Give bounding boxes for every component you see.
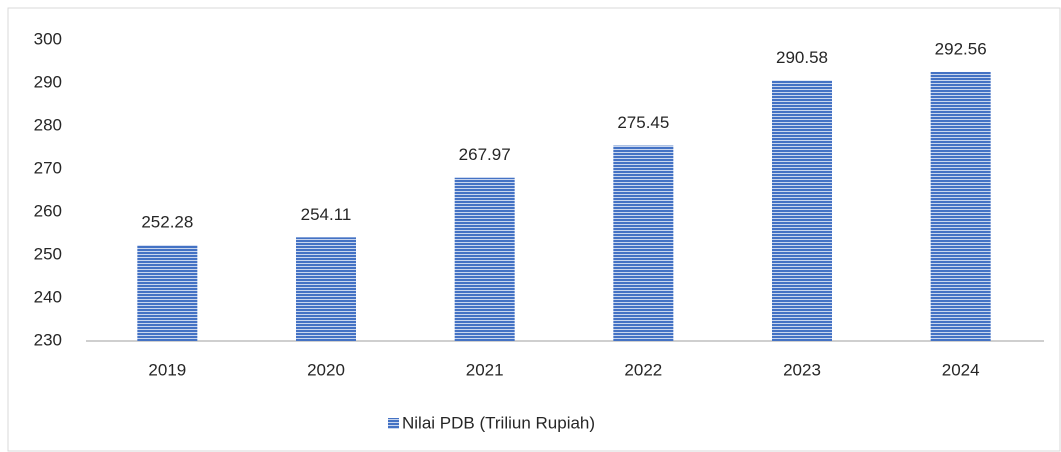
y-tick-label: 240 (34, 287, 62, 306)
legend-label: Nilai PDB (Triliun Rupiah) (402, 413, 595, 432)
bar (454, 177, 515, 341)
data-label: 292.56 (935, 39, 987, 58)
bar (137, 245, 198, 341)
y-tick-label: 250 (34, 244, 62, 263)
data-label: 267.97 (459, 145, 511, 164)
legend-swatch (388, 418, 399, 429)
bar (930, 71, 991, 341)
bar (613, 145, 674, 341)
x-tick-label: 2021 (466, 360, 504, 379)
y-tick-label: 230 (34, 330, 62, 349)
y-tick-label: 300 (34, 29, 62, 48)
y-tick-label: 270 (34, 158, 62, 177)
y-tick-label: 290 (34, 72, 62, 91)
data-label: 252.28 (141, 213, 193, 232)
x-tick-label: 2019 (148, 360, 186, 379)
chart-border (7, 7, 1061, 452)
x-tick-label: 2024 (942, 360, 980, 379)
data-label: 254.11 (301, 205, 352, 224)
data-label: 290.58 (776, 48, 828, 67)
x-tick-label: 2020 (307, 360, 345, 379)
x-tick-label: 2023 (783, 360, 821, 379)
data-label: 275.45 (617, 113, 669, 132)
y-tick-label: 260 (34, 201, 62, 220)
bar (296, 237, 356, 341)
bar (772, 80, 832, 342)
x-tick-label: 2022 (624, 360, 662, 379)
y-tick-label: 280 (34, 115, 62, 134)
